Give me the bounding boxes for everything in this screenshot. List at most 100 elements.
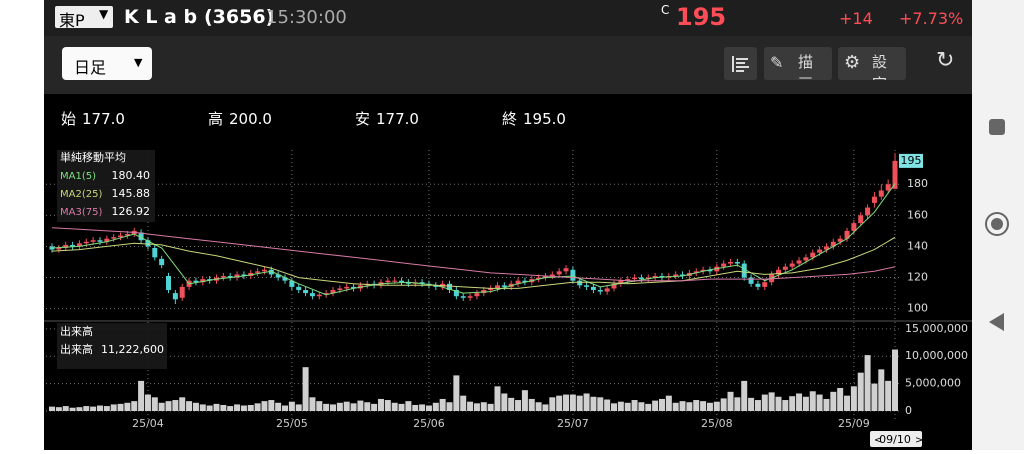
volume-bar: [309, 397, 316, 411]
ma-line: [51, 183, 896, 296]
volume-bar: [535, 402, 542, 411]
ohlc-item: 始 177.0: [61, 108, 125, 129]
candle-body: [810, 252, 816, 258]
indicator-button[interactable]: [724, 47, 757, 80]
market-select[interactable]: 東P ▼: [55, 6, 113, 30]
volume-bar: [645, 403, 652, 411]
candle-body: [590, 286, 596, 290]
refresh-button[interactable]: ↻: [936, 48, 955, 73]
volume-bar: [809, 391, 816, 411]
volume-bar: [391, 402, 398, 411]
candle-body: [303, 290, 309, 294]
volume-bar: [467, 401, 474, 411]
volume-bar: [138, 380, 145, 411]
candle-body: [392, 280, 398, 282]
volume-bar: [665, 395, 672, 411]
candle-body: [515, 280, 521, 284]
volume-bar: [686, 402, 693, 411]
volume-bar: [323, 403, 330, 411]
volume-bar: [419, 404, 426, 411]
settings-button[interactable]: ⚙ 設定: [838, 47, 906, 80]
volume-bar: [761, 394, 768, 411]
volume-bar: [172, 400, 179, 411]
candle-body: [227, 276, 233, 278]
volume-legend-label: 出来高: [60, 342, 93, 356]
ma-legend-name: MA2(25): [60, 189, 102, 200]
volume-bar: [583, 393, 590, 411]
ohlc-value: 177.0: [376, 110, 419, 128]
ma-legend-name: MA1(5): [60, 171, 96, 182]
candle-body: [604, 288, 610, 292]
volume-bar: [816, 394, 823, 411]
ohlc-label: 終: [502, 110, 518, 128]
candle-body: [858, 215, 864, 224]
candle-body: [56, 248, 62, 250]
candle-body: [830, 241, 836, 247]
volume-bar: [556, 395, 563, 411]
recent-button[interactable]: [989, 119, 1005, 135]
navigation-bar: [972, 0, 1024, 450]
volume-bar: [748, 397, 755, 411]
volume-tick-label: 0: [905, 404, 912, 417]
y-tick-label: 120: [907, 271, 928, 284]
volume-bar: [631, 400, 638, 411]
candle-body: [63, 244, 69, 248]
cursor-label: 09/10: [879, 433, 911, 446]
candle-body: [680, 274, 686, 276]
volume-bar: [604, 399, 611, 411]
volume-bar: [611, 403, 617, 411]
volume-bar: [597, 397, 604, 411]
back-button[interactable]: [989, 313, 1004, 331]
volume-bar: [330, 404, 336, 411]
candle-body: [282, 277, 288, 281]
candle-body: [323, 293, 329, 295]
x-tick-label: 25/07: [557, 417, 589, 430]
candle-body: [823, 246, 829, 250]
volume-title: 出来高: [60, 324, 93, 338]
ohlc-value: 195.0: [523, 110, 566, 128]
volume-bar: [425, 405, 432, 411]
ma-line: [51, 227, 896, 282]
candle-body: [892, 160, 898, 189]
last-price-tag: 195: [901, 154, 922, 167]
volume-bar: [432, 402, 439, 411]
candle-body: [296, 286, 302, 290]
volume-bar: [234, 404, 241, 411]
volume-bar: [549, 397, 556, 411]
volume-bar: [69, 407, 76, 411]
stock-code: (3656): [204, 6, 275, 28]
candle-body: [330, 290, 336, 294]
candle-body: [673, 274, 679, 276]
candle-body: [83, 241, 89, 244]
candle-body: [851, 223, 857, 231]
volume-bar: [76, 407, 83, 411]
volume-bar: [857, 372, 864, 411]
candle-body: [741, 263, 747, 278]
volume-bar: [405, 401, 412, 411]
candle-body: [556, 271, 562, 275]
volume-bar: [624, 402, 631, 411]
change: +14: [839, 9, 873, 28]
gear-icon: ⚙: [844, 52, 861, 73]
volume-bar: [288, 401, 295, 411]
period-select[interactable]: 日足 ▼: [62, 47, 152, 80]
draw-button[interactable]: ✎ 描画: [764, 47, 832, 80]
candle-body: [817, 249, 823, 253]
home-button[interactable]: [985, 212, 1009, 236]
candle-body: [309, 293, 315, 297]
volume-bar: [782, 400, 789, 411]
cursor-label-box: [870, 431, 922, 447]
ohlc-label: 高: [208, 110, 224, 128]
volume-bar: [240, 405, 247, 411]
volume-bar: [734, 397, 741, 411]
candle-body: [577, 280, 583, 286]
candle-body: [755, 283, 761, 287]
volume-bar: [754, 400, 761, 411]
candle-body: [625, 279, 631, 281]
volume-bar: [453, 375, 460, 411]
volume-bar: [350, 403, 357, 411]
candle-body: [474, 293, 480, 297]
header: 東P ▼ K L a b (3656) 15:30:00 C 195 +14 +…: [44, 0, 972, 36]
candle-body: [618, 280, 624, 284]
